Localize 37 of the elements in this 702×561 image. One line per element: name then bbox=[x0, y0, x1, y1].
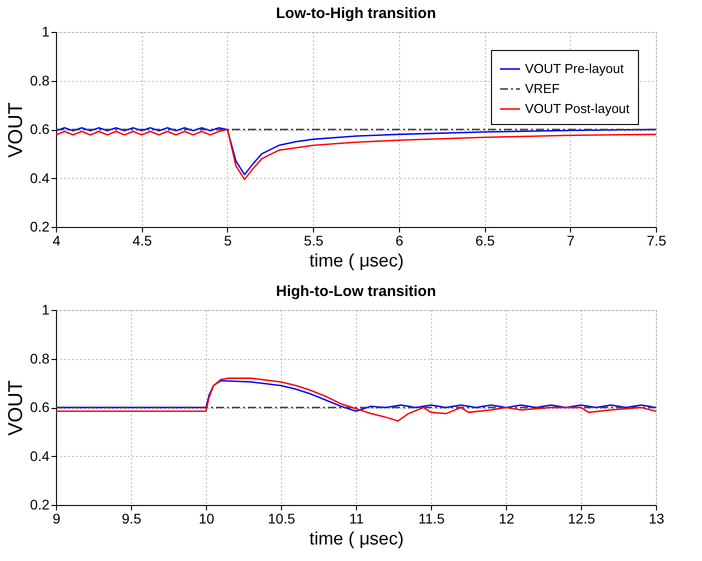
y-tick-label: 0.6 bbox=[30, 399, 50, 415]
x-tick-label: 4 bbox=[52, 232, 61, 248]
x-tick-label: 9.5 bbox=[122, 510, 142, 526]
y-tick-label: 1 bbox=[42, 302, 50, 318]
legend-label: VREF bbox=[525, 81, 560, 96]
x-tick-label: 7 bbox=[566, 232, 575, 248]
x-tick-label: 10.5 bbox=[268, 510, 296, 526]
y-tick-label: 0.2 bbox=[30, 218, 50, 234]
y-axis-title: VOUT bbox=[5, 102, 28, 158]
y-tick-label: 0.8 bbox=[30, 72, 50, 88]
y-tick-label: 1 bbox=[42, 24, 50, 40]
chart-title: Low-to-High transition bbox=[276, 5, 436, 22]
y-axis-title: VOUT bbox=[5, 380, 28, 436]
line-series bbox=[55, 378, 657, 422]
x-axis-title: time ( μsec) bbox=[309, 250, 404, 270]
x-tick-label: 11 bbox=[349, 510, 364, 526]
x-tick-label: 6.5 bbox=[475, 232, 496, 248]
x-tick-label: 5.5 bbox=[304, 232, 324, 248]
x-tick-label: 10 bbox=[198, 510, 214, 526]
y-tick-label: 0.4 bbox=[30, 170, 50, 186]
y-tick-label: 0.4 bbox=[30, 448, 50, 464]
legend-label: VOUT Pre-layout bbox=[525, 61, 624, 76]
chart-title: High-to-Low transition bbox=[276, 283, 436, 300]
x-tick-label: 9 bbox=[52, 510, 61, 526]
y-tick-label: 0.6 bbox=[30, 121, 50, 137]
x-tick-label: 6 bbox=[395, 232, 404, 248]
x-tick-label: 11.5 bbox=[418, 510, 445, 526]
x-tick-label: 12 bbox=[498, 510, 514, 526]
legend-label: VOUT Post-layout bbox=[525, 101, 630, 116]
x-tick-label: 12.5 bbox=[568, 510, 596, 526]
x-axis-title: time ( μsec) bbox=[309, 528, 404, 548]
x-tick-label: 13 bbox=[648, 510, 664, 526]
y-tick-label: 0.8 bbox=[30, 350, 50, 366]
x-tick-label: 5 bbox=[224, 232, 232, 248]
x-tick-label: 4.5 bbox=[132, 232, 152, 248]
x-tick-label: 7.5 bbox=[646, 232, 666, 248]
y-tick-label: 0.2 bbox=[30, 496, 50, 512]
